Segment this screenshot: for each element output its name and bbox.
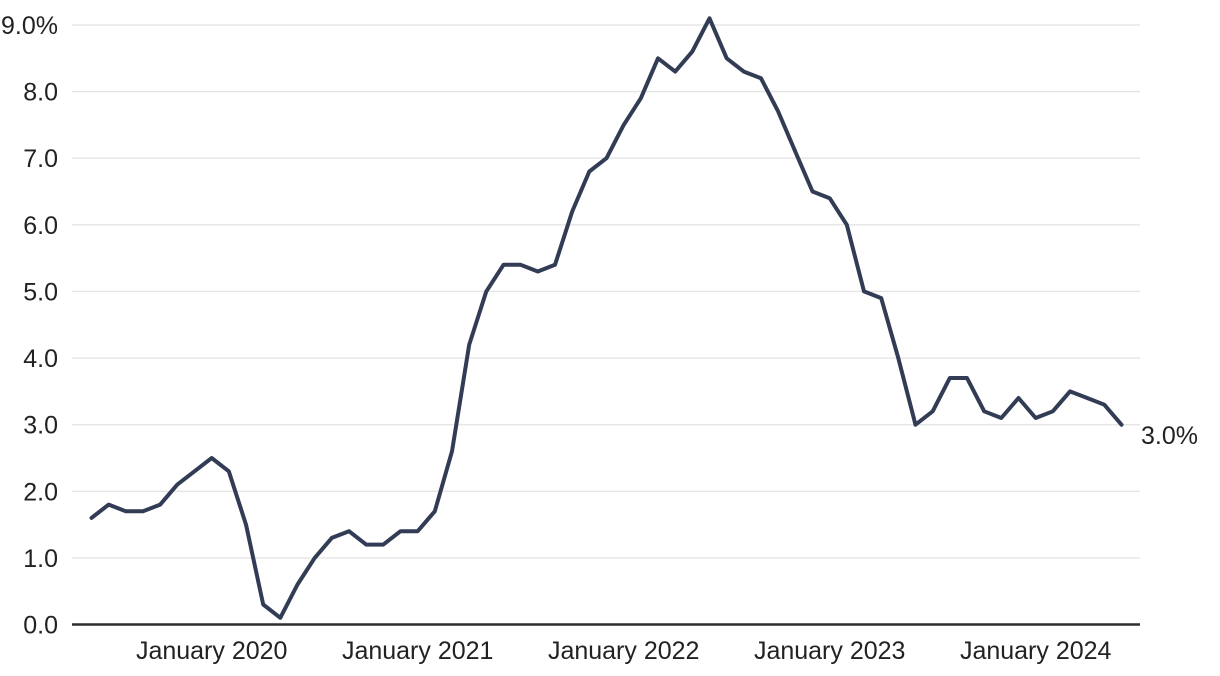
x-axis-tick-labels: January 2020 January 2021 January 2022 Janu… [136, 637, 1112, 665]
end-value-annotation: 3.0% [1141, 422, 1198, 450]
y-tick-label: 6.0 [23, 212, 58, 240]
x-tick-label: January 2023 [754, 637, 906, 665]
y-tick-label: 2.0 [23, 478, 58, 506]
y-tick-label: 5.0 [23, 278, 58, 306]
x-tick-label: January 2020 [136, 637, 288, 665]
y-tick-label: 1.0 [23, 545, 58, 573]
x-tick-label: January 2022 [548, 637, 700, 665]
x-tick-label: January 2024 [960, 637, 1112, 665]
gridlines [72, 24, 1140, 559]
data-series-line [89, 16, 1124, 620]
y-tick-label: 7.0 [23, 145, 58, 173]
y-tick-label: 9.0% [1, 12, 58, 40]
y-tick-label: 0.0 [23, 612, 58, 640]
x-tick-label: January 2021 [342, 637, 494, 665]
y-tick-label: 8.0 [23, 79, 58, 107]
y-tick-label: 4.0 [23, 345, 58, 373]
y-tick-label: 3.0 [23, 412, 58, 440]
y-axis-tick-labels: 9.0% 8.0 7.0 6.0 5.0 4.0 3.0 2.0 1.0 0.0 [1, 12, 58, 640]
